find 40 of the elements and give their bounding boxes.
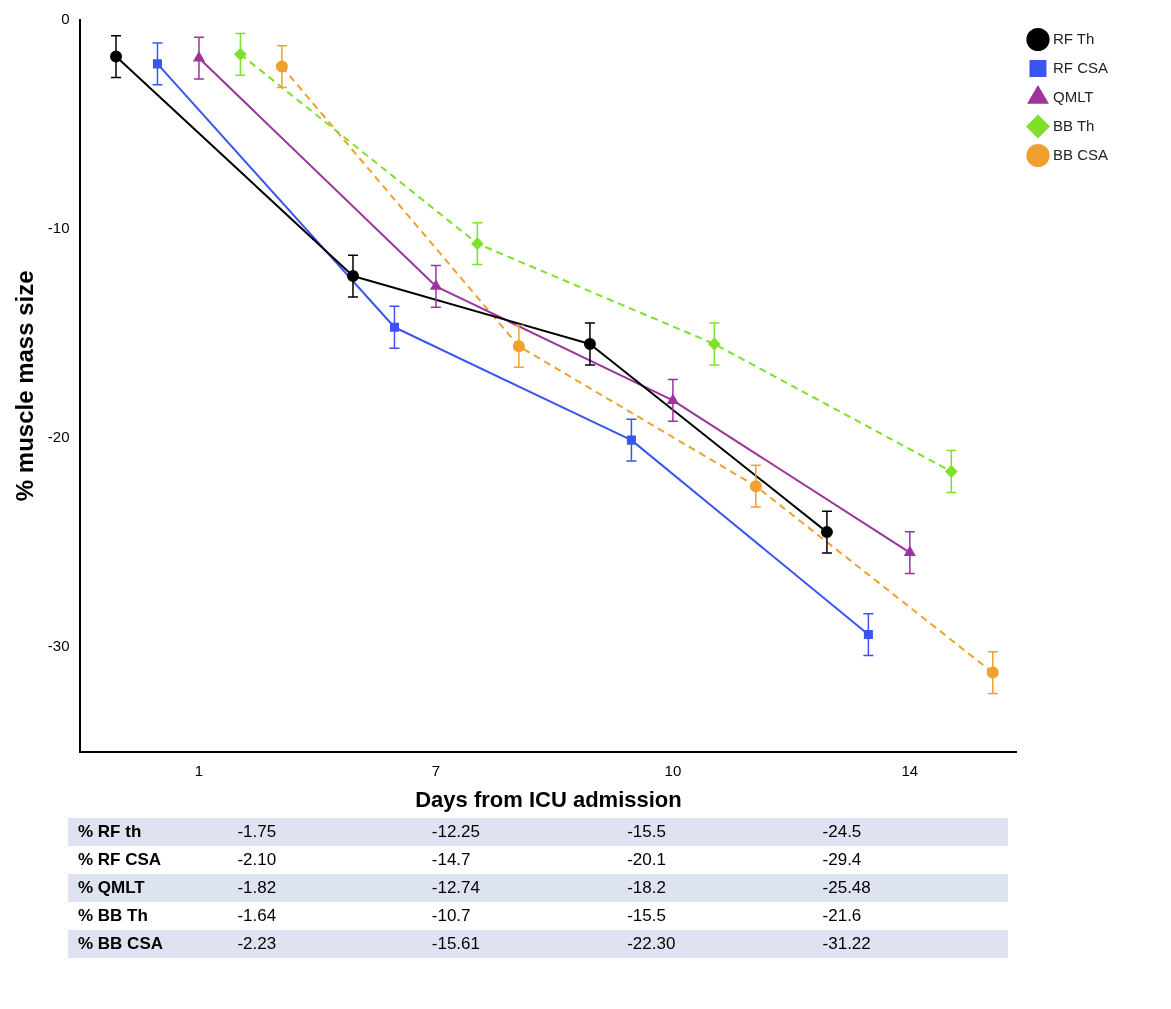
x-tick-label: 1 bbox=[194, 761, 204, 779]
y-axis-title: % muscle mass size bbox=[11, 270, 39, 502]
data-label: -29.4 bbox=[821, 849, 863, 871]
legend-label: RF CSA bbox=[1052, 58, 1108, 76]
legend-label: BB Th bbox=[1052, 116, 1095, 134]
legend-label: RF Th bbox=[1052, 29, 1095, 47]
data-label: -15.5 bbox=[626, 821, 667, 843]
data-label: -1.75 bbox=[236, 821, 278, 843]
x-axis-title: Days from ICU admission bbox=[415, 786, 682, 812]
y-tick-label: -30 bbox=[47, 637, 70, 655]
x-tick-label: 7 bbox=[431, 761, 441, 779]
text: % QMLT bbox=[77, 877, 146, 899]
data-label: -2.10 bbox=[236, 849, 278, 871]
data-label: -15.61 bbox=[430, 933, 481, 955]
x-tick-label: 10 bbox=[664, 761, 682, 779]
y-tick-label: -10 bbox=[47, 219, 70, 237]
y-tick-label: 0 bbox=[61, 10, 70, 28]
data-label: -20.1 bbox=[626, 849, 667, 871]
data-label: -10.7 bbox=[430, 905, 472, 927]
y-tick-label: -20 bbox=[47, 428, 70, 446]
data-label: -25.48 bbox=[821, 877, 872, 899]
data-label: -1.64 bbox=[236, 905, 278, 927]
data-label: -12.25 bbox=[430, 821, 481, 843]
data-label: -21.6 bbox=[821, 905, 863, 927]
legend-label: QMLT bbox=[1052, 87, 1094, 105]
data-label: -22.30 bbox=[626, 933, 677, 955]
data-label: -12.74 bbox=[430, 877, 481, 899]
data-label: -24.5 bbox=[821, 821, 863, 843]
data-label: -15.5 bbox=[626, 905, 667, 927]
data-label: -1.82 bbox=[236, 877, 278, 899]
text: % RF th bbox=[77, 821, 143, 843]
data-label: -18.2 bbox=[626, 877, 667, 899]
text: % BB CSA bbox=[77, 933, 164, 955]
text: % RF CSA bbox=[77, 849, 163, 871]
x-tick-label: 14 bbox=[901, 761, 919, 779]
text: % BB Th bbox=[77, 905, 149, 927]
legend-label: BB CSA bbox=[1052, 145, 1109, 163]
data-label: -14.7 bbox=[430, 849, 472, 871]
data-label: -2.23 bbox=[236, 933, 278, 955]
data-label: -31.22 bbox=[821, 933, 872, 955]
